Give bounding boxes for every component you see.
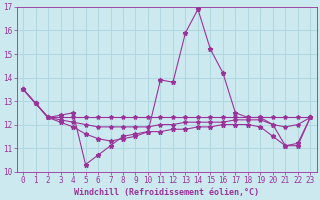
X-axis label: Windchill (Refroidissement éolien,°C): Windchill (Refroidissement éolien,°C): [74, 188, 259, 197]
